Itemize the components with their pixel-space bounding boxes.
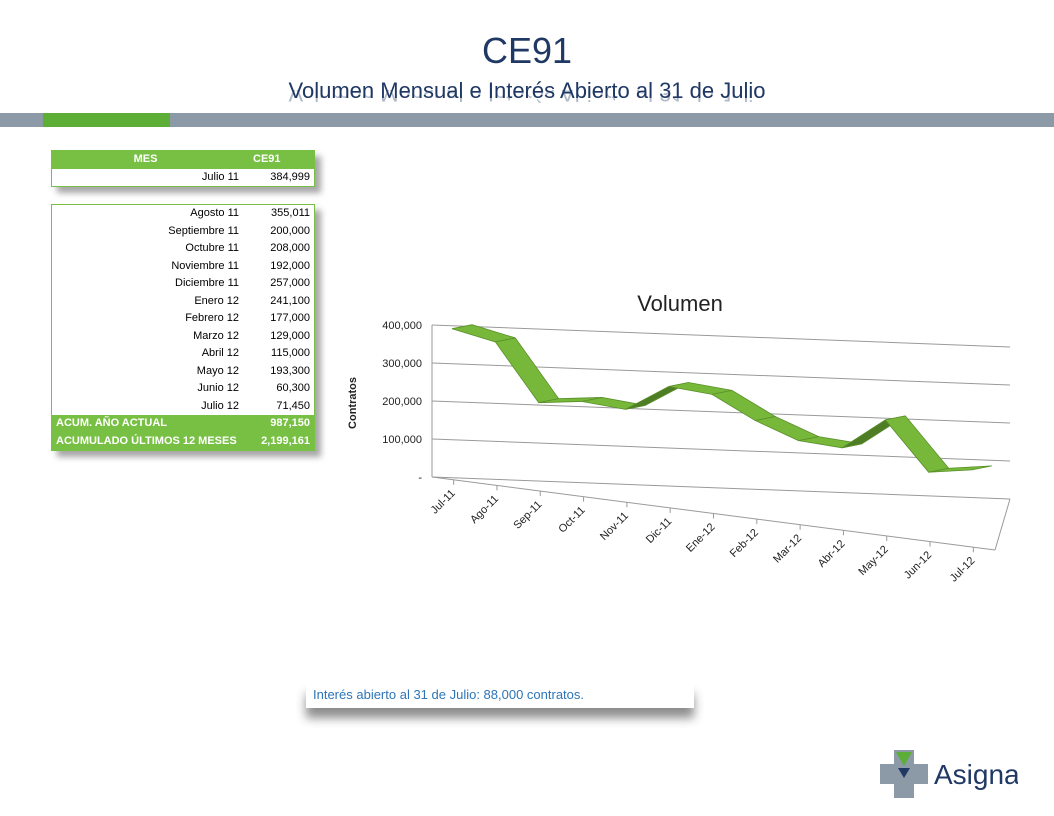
row-valor: 193,300 bbox=[270, 364, 310, 377]
asigna-mark-icon bbox=[880, 750, 928, 798]
row-valor: 177,000 bbox=[270, 312, 310, 324]
row-mes: Abril 12 bbox=[201, 347, 239, 359]
y-tick-label: - bbox=[418, 472, 422, 484]
y-axis-ticks: - 100,000 200,000 300,000 400,000 bbox=[382, 320, 422, 484]
table-row: Noviembre 11 192,000 bbox=[52, 258, 314, 276]
page-subtitle: Volumen Mensual e Interés Abierto al 31 … bbox=[288, 78, 766, 103]
header-mes: MES bbox=[133, 153, 158, 165]
table-row: Julio 12 71,450 bbox=[52, 398, 314, 416]
x-tick-label: Dic-11 bbox=[644, 516, 674, 546]
gridline bbox=[431, 476, 1011, 500]
ribbon-segment bbox=[884, 415, 950, 473]
total-row-12m: ACUMULADO ÚLTIMOS 12 MESES 2,199,161 bbox=[52, 432, 314, 450]
table-row: Febrero 12 177,000 bbox=[52, 310, 314, 328]
chart-title: Volumen bbox=[637, 291, 723, 316]
row-mes: Enero 12 bbox=[194, 294, 239, 307]
row-valor: 71,450 bbox=[276, 399, 310, 412]
gridline bbox=[431, 400, 1011, 424]
total-valor: 987,150 bbox=[270, 417, 310, 429]
x-axis-ticks: Jul-11 Ago-11 Sep-11 Oct-11 Nov-11 Dic-11 Ene-… bbox=[429, 479, 978, 585]
row-mes: Febrero 12 bbox=[185, 312, 239, 324]
y-tick-label: 200,000 bbox=[382, 396, 422, 408]
header-band-accent bbox=[43, 113, 170, 127]
y-tick-label: 400,000 bbox=[382, 320, 422, 332]
asigna-logo: Asigna bbox=[880, 750, 1018, 798]
row-valor: 241,100 bbox=[270, 294, 310, 307]
row-mes: Marzo 12 bbox=[193, 329, 239, 342]
table-row: Abril 12 115,000 bbox=[52, 345, 314, 363]
row-valor: 384,999 bbox=[270, 170, 310, 183]
ribbon-segment bbox=[494, 337, 560, 404]
y-tick-label: 100,000 bbox=[382, 434, 422, 446]
total-row-year: ACUM. AÑO ACTUAL 987,150 bbox=[52, 415, 314, 433]
row-mes: Septiembre 11 bbox=[168, 224, 239, 237]
row-valor: 200,000 bbox=[270, 224, 310, 237]
x-tick-label: Ene-12 bbox=[684, 521, 718, 555]
x-tick-label: Abr-12 bbox=[816, 538, 848, 570]
gridline bbox=[431, 324, 1011, 348]
table-row: Julio 11 384,999 bbox=[52, 169, 314, 187]
table-row: Septiembre 11 200,000 bbox=[52, 223, 314, 241]
chart-ylabel: Contratos bbox=[347, 377, 359, 429]
x-tick-label: Ago-11 bbox=[468, 493, 501, 526]
subtitle-reflection: Volumen Mensual e Interés Abierto al 31 … bbox=[288, 90, 766, 106]
header-band bbox=[0, 113, 1054, 127]
row-mes: Mayo 12 bbox=[196, 364, 239, 377]
ribbon-segment bbox=[754, 416, 820, 442]
table-row: Mayo 12 193,300 bbox=[52, 363, 314, 381]
row-mes: Octubre 11 bbox=[185, 242, 239, 254]
row-valor: 60,300 bbox=[276, 382, 310, 394]
x-tick-label: Oct-11 bbox=[556, 504, 587, 535]
logo-wordmark: Asigna bbox=[934, 759, 1018, 790]
x-tick-label: Sep-11 bbox=[511, 499, 544, 532]
row-mes: Julio 12 bbox=[201, 399, 239, 412]
row-mes: Agosto 11 bbox=[190, 207, 239, 219]
ribbon-segment bbox=[928, 465, 993, 473]
row-valor: 208,000 bbox=[270, 242, 310, 254]
x-tick-label: May-12 bbox=[856, 544, 890, 578]
table-row: Marzo 12 129,000 bbox=[52, 328, 314, 346]
x-tick-label: Nov-11 bbox=[598, 510, 631, 543]
table-row: Octubre 11 208,000 bbox=[52, 240, 314, 258]
gridline bbox=[431, 438, 1011, 462]
table-row: Diciembre 11 257,000 bbox=[52, 275, 314, 293]
footer-note-box bbox=[306, 684, 694, 708]
row-mes: Noviembre 11 bbox=[171, 259, 239, 272]
table-main: Agosto 11 355,011 Septiembre 11 200,000 Oc… bbox=[51, 204, 315, 451]
table-row: Junio 12 60,300 bbox=[52, 380, 314, 398]
table-row: Enero 12 241,100 bbox=[52, 293, 314, 311]
row-valor: 257,000 bbox=[270, 277, 310, 289]
row-mes: Junio 12 bbox=[197, 382, 239, 394]
footer-note: Interés abierto al 31 de Julio: 88,000 c… bbox=[313, 687, 585, 702]
header-ce91: CE91 bbox=[253, 153, 281, 165]
table-row: Agosto 11 355,011 bbox=[52, 205, 314, 223]
row-valor: 129,000 bbox=[270, 329, 310, 342]
x-tick-label: Jun-12 bbox=[902, 549, 934, 581]
series-ribbon bbox=[451, 324, 993, 473]
y-tick-label: 300,000 bbox=[382, 358, 422, 370]
floor-side bbox=[994, 498, 1011, 551]
x-tick-label: Jul-11 bbox=[429, 487, 458, 516]
row-valor: 115,000 bbox=[271, 347, 310, 359]
x-tick-label: Jul-12 bbox=[948, 555, 978, 585]
total-valor: 2,199,161 bbox=[261, 434, 310, 447]
page-title: CE91 bbox=[481, 30, 573, 71]
total-label: ACUM. AÑO ACTUAL bbox=[56, 417, 168, 429]
row-mes: Julio 11 bbox=[201, 170, 239, 183]
ribbon-segment bbox=[710, 389, 777, 421]
table-top: MES CE91 Julio 11 384,999 bbox=[51, 150, 315, 187]
x-tick-label: Feb-12 bbox=[728, 527, 761, 560]
x-tick-label: Mar-12 bbox=[771, 532, 804, 565]
total-label: ACUMULADO ÚLTIMOS 12 MESES bbox=[56, 434, 237, 447]
volume-chart: Volumen Contratos - 100,000 200,000 300,000… bbox=[347, 291, 1011, 585]
row-valor: 192,000 bbox=[270, 259, 310, 272]
row-valor: 355,011 bbox=[271, 207, 310, 219]
row-mes: Diciembre 11 bbox=[175, 277, 239, 289]
table-header-row: MES CE91 bbox=[52, 151, 314, 169]
